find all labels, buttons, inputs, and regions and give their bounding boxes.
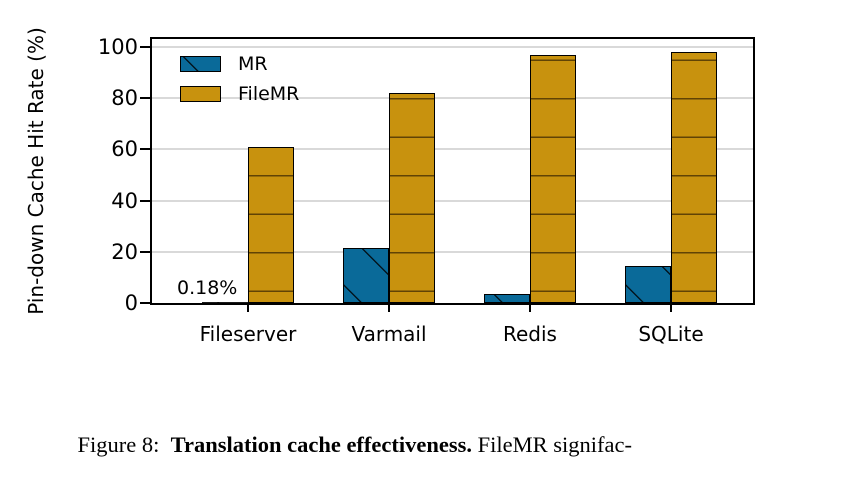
plot-area: MR FileMR 0.18% xyxy=(150,37,755,305)
y-tick-label-80: 80 xyxy=(111,86,138,111)
x-tick-label-sqlite: SQLite xyxy=(638,322,704,346)
y-tick-mark-40 xyxy=(140,199,150,202)
y-tick-label-60: 60 xyxy=(111,137,138,162)
legend-item-mr: MR xyxy=(180,53,299,75)
bar-filemr-fileserver xyxy=(248,147,294,303)
y-tick-label-40: 40 xyxy=(111,188,138,213)
gridline-60 xyxy=(152,148,753,151)
x-tick-label-varmail: Varmail xyxy=(351,322,427,346)
legend-swatch-filemr-icon xyxy=(180,86,221,102)
y-axis-label: Pin-down Cache Hit Rate (%) xyxy=(24,27,48,315)
y-tick-mark-20 xyxy=(140,250,150,253)
x-tick-mark-varmail xyxy=(388,305,390,312)
legend-item-filemr: FileMR xyxy=(180,83,300,105)
caption-line1-rest: FileMR signifac- xyxy=(472,432,632,457)
gridline-100 xyxy=(152,46,753,48)
legend-swatch-mr-icon xyxy=(180,56,221,72)
y-tick-mark-100 xyxy=(140,46,150,48)
caption-bold-title: Translation cache effectiveness. xyxy=(170,432,473,457)
x-tick-mark-sqlite xyxy=(670,305,672,312)
bar-filemr-redis xyxy=(530,55,576,303)
y-tick-label-0: 0 xyxy=(124,291,138,315)
gridline-40 xyxy=(152,199,753,202)
x-tick-label-fileserver: Fileserver xyxy=(199,322,297,346)
y-tick-mark-0 xyxy=(140,302,150,304)
bar-mr-varmail xyxy=(343,248,389,303)
legend-label-mr: MR xyxy=(238,53,268,75)
x-tick-mark-redis xyxy=(529,305,531,312)
y-tick-label-20: 20 xyxy=(111,239,138,264)
x-tick-mark-fileserver xyxy=(247,305,249,312)
bar-mr-sqlite xyxy=(625,266,671,303)
x-tick-label-redis: Redis xyxy=(503,322,557,346)
bar-mr-fileserver xyxy=(202,302,248,303)
legend-label-filemr: FileMR xyxy=(238,83,300,105)
gridline-20 xyxy=(152,250,753,253)
bar-filemr-varmail xyxy=(389,93,435,303)
caption-figure-label: Figure 8: xyxy=(77,432,171,457)
y-tick-mark-80 xyxy=(140,97,150,100)
figure-caption: Figure 8: Translation cache effectivenes… xyxy=(55,394,803,495)
bar-mr-redis xyxy=(484,294,530,303)
y-tick-label-100: 100 xyxy=(97,35,138,59)
bar-filemr-sqlite xyxy=(671,52,717,303)
y-tick-mark-60 xyxy=(140,148,150,151)
legend: MR FileMR xyxy=(180,53,300,105)
bar-value-annotation: 0.18% xyxy=(177,277,238,299)
gridline-80 xyxy=(152,97,753,100)
